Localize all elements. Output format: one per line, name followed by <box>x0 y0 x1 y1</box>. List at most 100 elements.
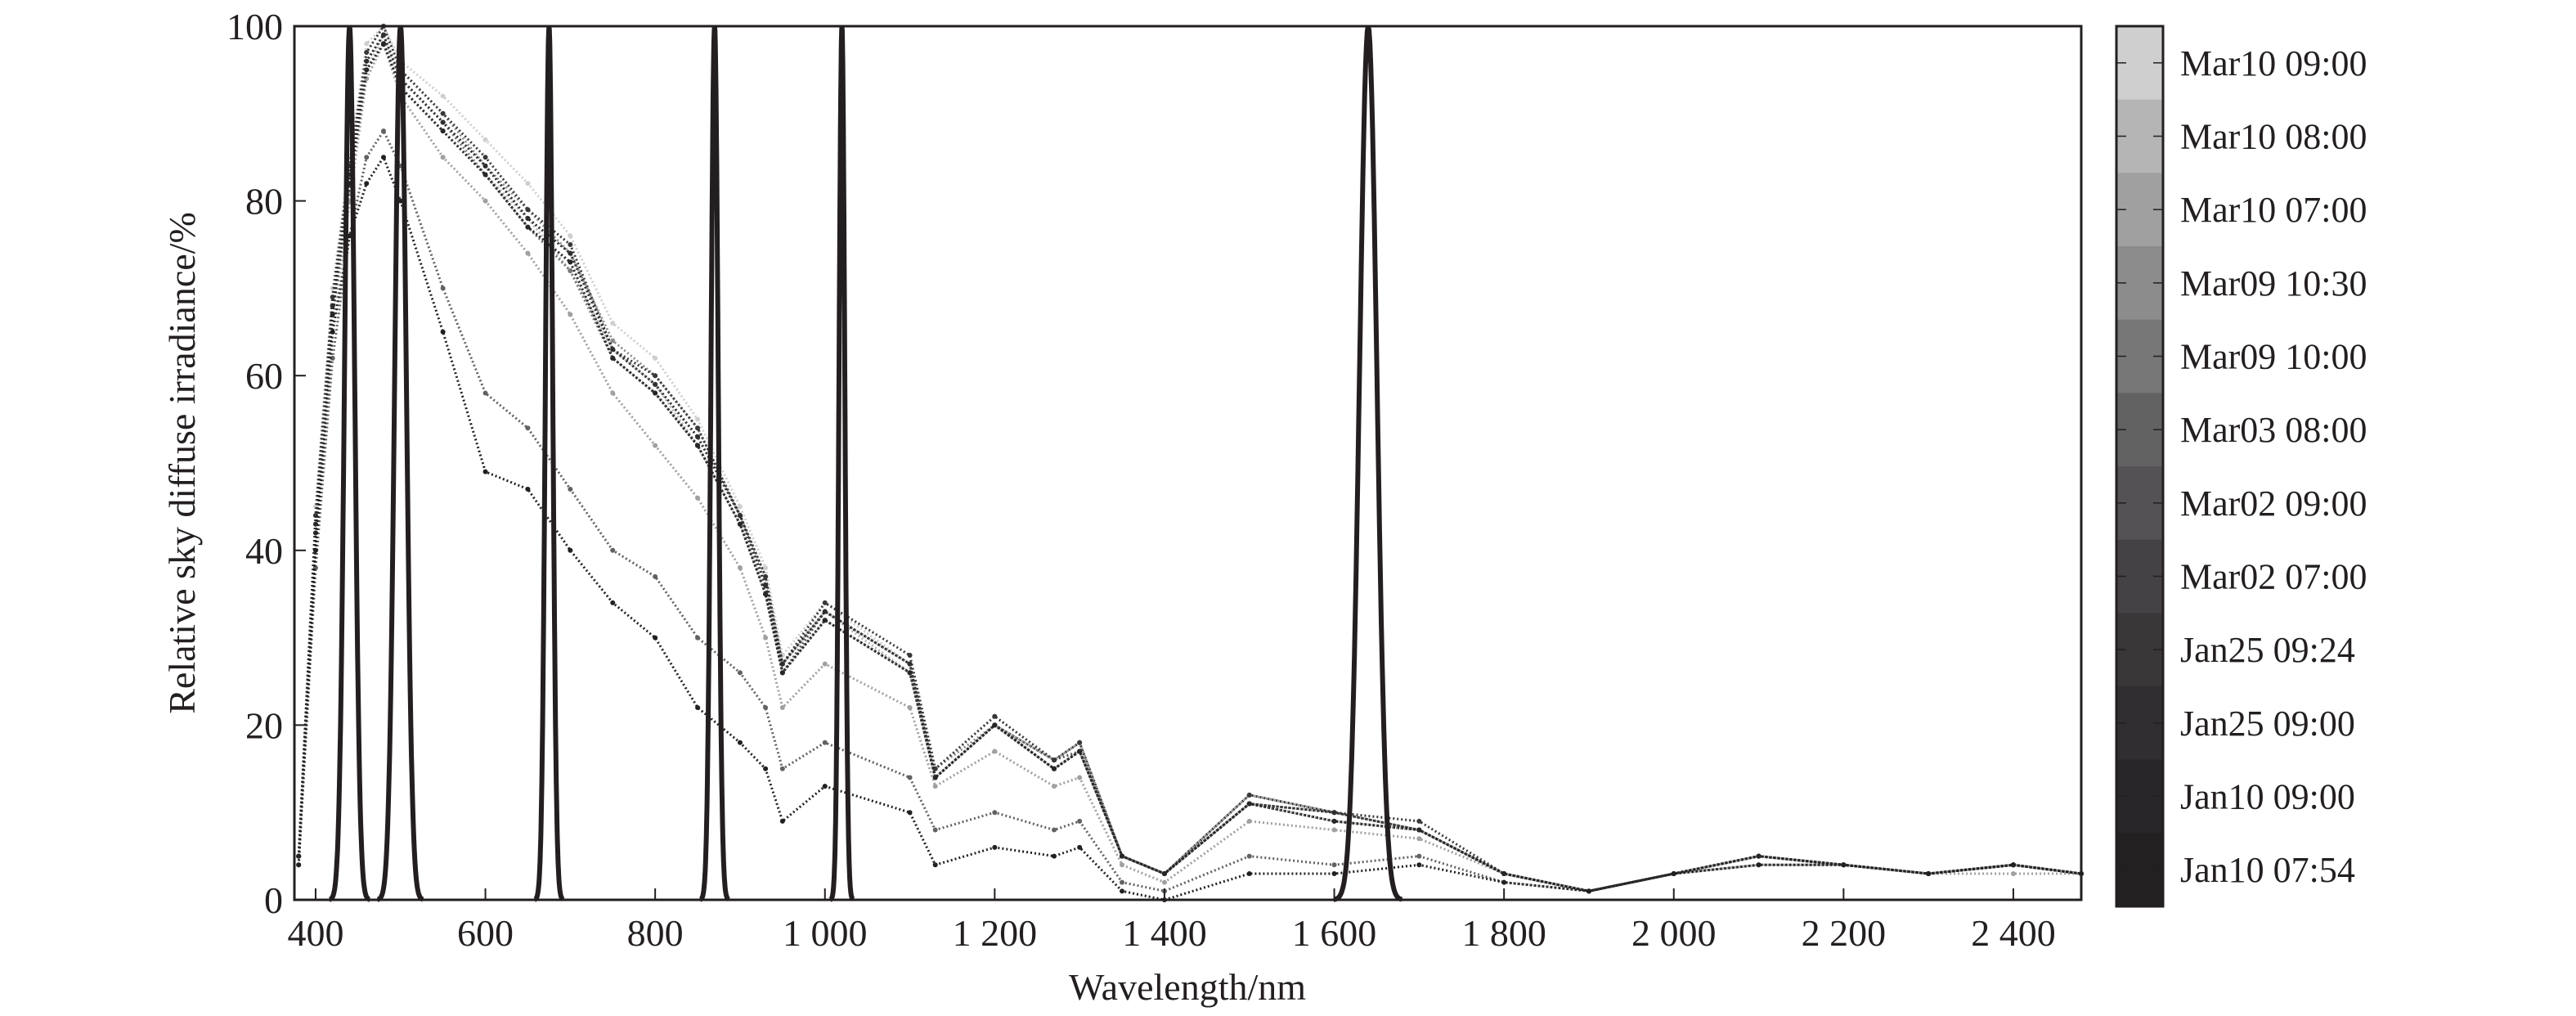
data-point <box>907 775 913 780</box>
data-point <box>1756 862 1761 868</box>
data-point <box>1246 801 1252 807</box>
y-tick-label: 60 <box>245 355 283 397</box>
data-point <box>440 128 446 134</box>
series-jan10-07-54 <box>296 154 2084 902</box>
x-axis-label: Wavelength/nm <box>1069 966 1306 1008</box>
data-point <box>1331 827 1337 833</box>
data-point <box>482 469 488 474</box>
data-point <box>737 740 743 745</box>
data-point <box>932 775 938 780</box>
data-point <box>440 155 446 160</box>
data-point <box>695 635 701 641</box>
data-point <box>779 670 785 676</box>
data-point <box>779 705 785 711</box>
data-point <box>1416 836 1422 842</box>
colorbar-label: Jan10 09:00 <box>2180 777 2355 817</box>
data-point <box>2010 870 2016 876</box>
data-point <box>992 844 998 850</box>
data-point <box>653 443 658 448</box>
x-tick-label: 800 <box>627 912 684 954</box>
data-point <box>1052 758 1057 763</box>
data-point <box>1331 862 1337 868</box>
series-mar10-07-00 <box>296 40 2084 894</box>
y-tick-label: 100 <box>227 6 283 47</box>
colorbar-label: Mar10 09:00 <box>2180 43 2367 83</box>
data-point <box>695 443 701 448</box>
data-point <box>992 713 998 719</box>
series-line <box>297 154 2082 901</box>
band-filter-curve-870 <box>699 25 730 902</box>
data-point <box>737 565 743 571</box>
data-point <box>525 215 531 221</box>
data-point <box>1077 740 1083 745</box>
plot-frame <box>293 25 2083 901</box>
data-point <box>1926 870 1932 876</box>
data-point <box>737 670 743 676</box>
data-point <box>1416 853 1422 859</box>
data-point <box>907 810 913 816</box>
y-tick-label: 0 <box>264 879 283 921</box>
data-point <box>763 705 769 711</box>
series-line <box>297 24 2082 892</box>
data-point <box>1501 870 1507 876</box>
data-point <box>525 250 531 256</box>
data-point <box>1120 853 1125 859</box>
data-point <box>380 128 386 134</box>
series-mar09-10-00 <box>296 32 2084 894</box>
data-point <box>397 198 403 204</box>
data-point <box>482 198 488 204</box>
series-line <box>297 41 2082 892</box>
data-point <box>1077 749 1083 754</box>
data-point <box>1416 827 1422 833</box>
series-mar03-08-00 <box>296 128 2084 894</box>
data-point <box>610 390 616 396</box>
data-point <box>653 381 658 387</box>
series-line <box>297 31 2082 892</box>
series-line <box>297 32 2082 892</box>
data-point <box>1246 870 1252 876</box>
data-point <box>1161 870 1167 876</box>
data-point <box>822 661 828 667</box>
band-filter-layer <box>329 25 1403 902</box>
data-point <box>610 600 616 605</box>
data-point <box>568 250 573 256</box>
data-point <box>568 547 573 553</box>
data-point <box>932 827 938 833</box>
data-point <box>482 390 488 396</box>
data-point <box>1331 870 1337 876</box>
data-point <box>1841 862 1847 868</box>
colorbar-label: Mar10 08:00 <box>2180 117 2367 157</box>
data-point <box>525 207 531 213</box>
data-point <box>380 41 386 47</box>
series-mar10-09-00 <box>296 24 2084 894</box>
data-point <box>312 547 318 553</box>
data-point <box>653 373 658 379</box>
data-point <box>482 163 488 169</box>
data-point <box>312 530 318 536</box>
data-point <box>695 425 701 431</box>
data-point <box>737 504 743 510</box>
series-line <box>297 41 2082 892</box>
data-point <box>779 766 785 771</box>
data-point <box>822 740 828 745</box>
data-point <box>1120 888 1125 894</box>
band-filter-curve-1020 <box>828 25 855 902</box>
data-point <box>296 862 302 868</box>
x-tick-label: 2 200 <box>1802 912 1887 954</box>
data-point <box>695 416 701 422</box>
series-line <box>297 32 2082 892</box>
data-point <box>568 268 573 274</box>
series-mar02-07-00 <box>296 41 2084 894</box>
data-point <box>907 661 913 667</box>
data-point <box>737 513 743 519</box>
data-point <box>364 50 370 56</box>
data-point <box>1077 844 1083 850</box>
data-point <box>482 155 488 160</box>
data-point <box>1052 766 1057 771</box>
colorbar-label: Mar03 08:00 <box>2180 410 2367 450</box>
x-tick-label: 1 200 <box>953 912 1038 954</box>
data-point <box>610 338 616 344</box>
data-point <box>1246 792 1252 798</box>
data-point <box>1246 818 1252 824</box>
series-mar02-09-00 <box>296 32 2084 894</box>
